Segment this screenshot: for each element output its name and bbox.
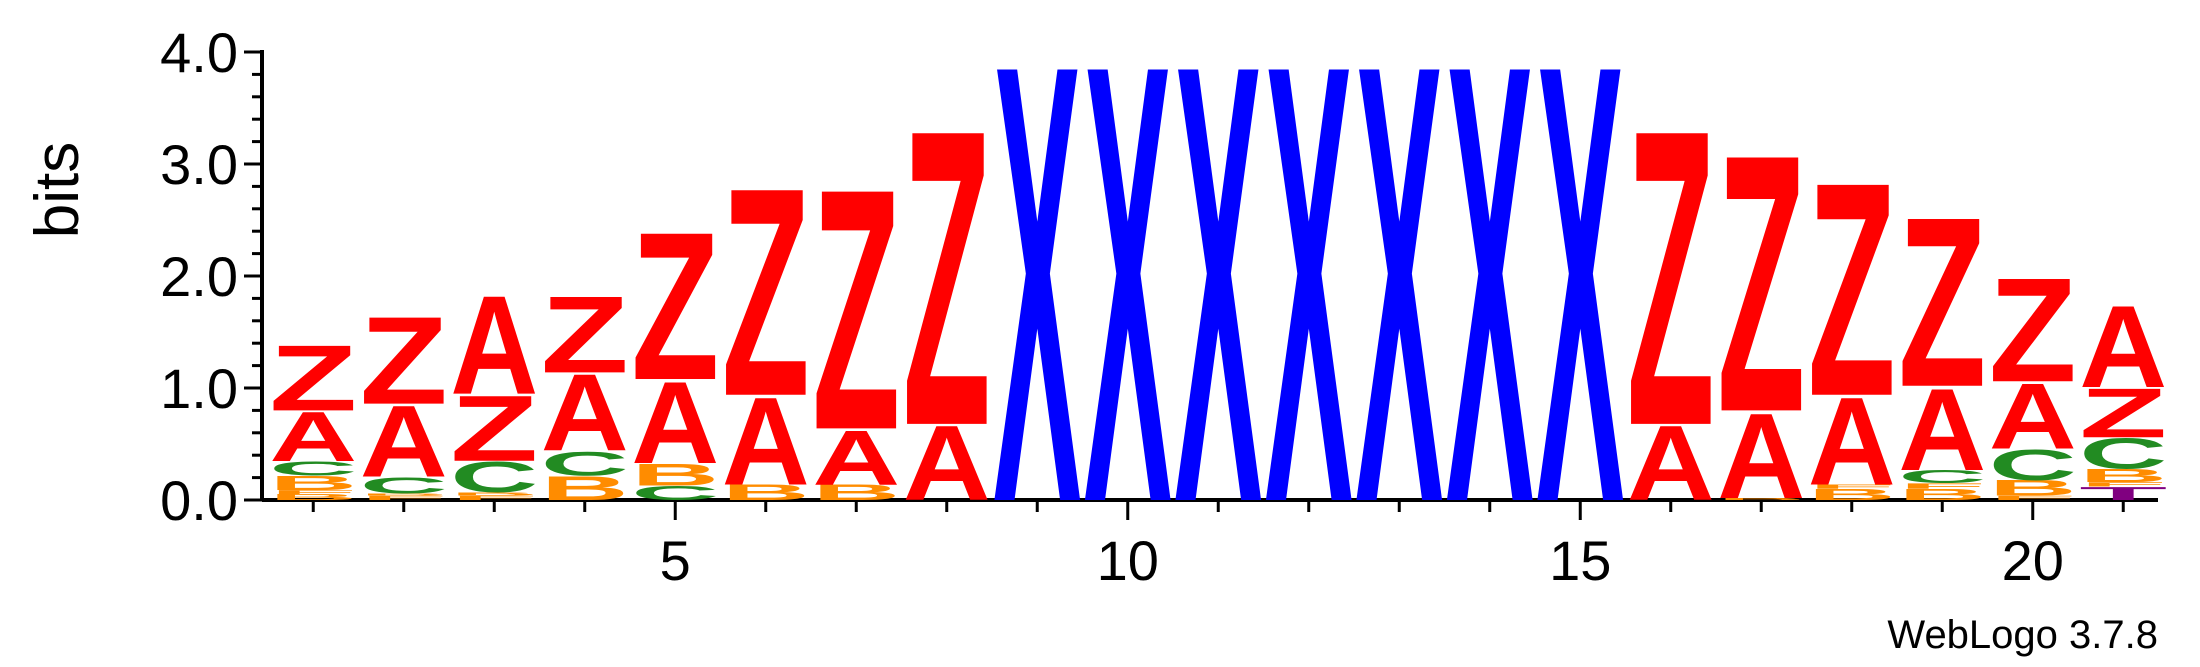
- logo-letter-f: F: [269, 489, 357, 496]
- logo-letter-f: F: [1989, 494, 2077, 501]
- y-tick-label: 4.0: [160, 21, 238, 84]
- logo-letter-b: B: [269, 493, 357, 502]
- logo-letter-a: A: [360, 384, 448, 498]
- logo-letter-a: A: [1898, 365, 1986, 495]
- logo-letter-c: C: [1898, 466, 1986, 487]
- logo-letter-a: A: [1717, 388, 1805, 524]
- logo-letter-b: B: [1898, 486, 1986, 503]
- logo-letter-c: C: [1989, 441, 2077, 490]
- x-tick-label: 15: [1549, 529, 1611, 592]
- logo-letter-f: F: [2079, 481, 2167, 488]
- logo-letter-b: B: [360, 493, 448, 496]
- logo-letter-z: Z: [812, 117, 900, 502]
- logo-letter-b: B: [541, 469, 629, 507]
- logo-letter-b: B: [2079, 465, 2167, 486]
- logo-letter-b: B: [631, 457, 719, 492]
- weblogo-credit: WebLogo 3.7.8: [1887, 613, 2158, 657]
- logo-letter-z: Z: [1717, 79, 1805, 490]
- logo-letter-x: X: [993, 0, 1082, 633]
- logo-letter-z: Z: [541, 274, 629, 396]
- logo-letter-a: A: [450, 266, 538, 423]
- logo-letter-f: F: [1808, 483, 1896, 490]
- logo-letter-b: B: [1808, 486, 1896, 503]
- logo-letter-a: A: [631, 358, 719, 488]
- logo-letter-t: T: [2079, 483, 2167, 504]
- logo-letter-b: B: [269, 472, 357, 495]
- logo-letter-z: Z: [722, 127, 810, 458]
- logo-letter-c: C: [541, 444, 629, 482]
- logo-letter-x: X: [1265, 0, 1354, 633]
- logo-letter-a: A: [2079, 282, 2167, 412]
- logo-letter-x: X: [1174, 0, 1263, 633]
- logo-letter-z: Z: [360, 291, 448, 431]
- logo-letter-a: A: [722, 372, 810, 512]
- y-tick-label: 2.0: [160, 245, 238, 308]
- logo-letter-a: A: [903, 404, 991, 523]
- logo-letter-c: C: [269, 457, 357, 480]
- x-tick-label: 5: [660, 529, 691, 592]
- logo-letter-c: C: [450, 453, 538, 502]
- logo-letter-z: Z: [1627, 41, 1715, 513]
- logo-letter-z: Z: [1808, 118, 1896, 459]
- logo-letter-b: B: [1989, 476, 2077, 501]
- logo-letter-f: F: [360, 494, 448, 501]
- logo-letter-c: C: [631, 482, 719, 505]
- logo-letter-x: X: [1536, 0, 1625, 633]
- y-axis-label: bits: [23, 142, 92, 238]
- logo-letter-z: Z: [631, 189, 719, 425]
- logo-letter-b: B: [722, 480, 810, 505]
- logo-letter-c: C: [360, 472, 448, 498]
- y-tick-label: 0.0: [160, 469, 238, 532]
- x-axis: 5 10 15 20: [262, 498, 2158, 592]
- x-tick-label: 20: [2002, 529, 2064, 592]
- logo-letter-z: Z: [1989, 248, 2077, 414]
- logo-letter-x: X: [1355, 0, 1444, 633]
- logo-letter-a: A: [1989, 365, 2077, 469]
- logo-letter-z: Z: [2079, 374, 2167, 453]
- logo-letter-b: B: [450, 491, 538, 496]
- logo-letter-z: Z: [903, 41, 991, 513]
- logo-letter-a: A: [541, 351, 629, 474]
- y-tick-label: 3.0: [160, 133, 238, 196]
- logo-letter-a: A: [269, 398, 357, 477]
- logo-letter-c: C: [2079, 429, 2167, 478]
- logo-letter-b: B: [1717, 497, 1805, 500]
- logo-letter-x: X: [1446, 0, 1535, 633]
- logo-letter-z: Z: [1898, 167, 1986, 438]
- logo-letter-a: A: [1808, 372, 1896, 512]
- logo-letter-a: A: [1627, 404, 1715, 523]
- logo-letter-z: Z: [269, 325, 357, 430]
- x-tick-label: 10: [1097, 529, 1159, 592]
- logo-letter-a: A: [812, 413, 900, 501]
- logo-letter-x: X: [1084, 0, 1173, 633]
- logo-letter-z: Z: [450, 376, 538, 481]
- y-tick-label: 1.0: [160, 357, 238, 420]
- logo-letter-b: B: [812, 480, 900, 505]
- y-axis: 0.0 1.0 2.0 3.0 4.0: [160, 21, 264, 532]
- logo-letter-f: F: [450, 494, 538, 501]
- logo-letter-f: F: [1898, 482, 1986, 491]
